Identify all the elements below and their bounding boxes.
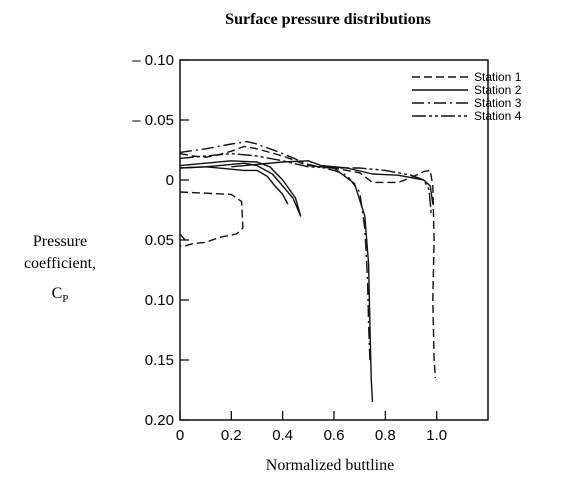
series-line (231, 160, 374, 403)
series-line (179, 233, 186, 241)
y-tick-label: – 0.10 (132, 52, 174, 69)
y-tick-label: 0.10 (145, 292, 174, 309)
y-tick-label: 0.15 (145, 352, 174, 369)
y-axis-label-line-1: Pressure (33, 233, 87, 250)
legend-entry: Station 1 (474, 70, 522, 84)
plot-frame (179, 59, 489, 421)
series-1 (179, 145, 437, 379)
y-tick-label: 0.20 (145, 412, 174, 429)
y-axis-label: Pressure coefficient, CP (24, 233, 96, 305)
x-tick-label: 0.2 (221, 427, 242, 444)
cp-symbol: C (52, 285, 63, 302)
x-axis-label: Normalized buttline (266, 457, 394, 474)
legend-entry: Station 2 (474, 83, 522, 97)
x-tick-label: 0.6 (324, 427, 345, 444)
x-tick-label: 0 (176, 427, 184, 444)
chart-title: Surface pressure distributions (225, 11, 431, 28)
series-line (179, 152, 433, 217)
series-line (179, 191, 244, 247)
series-3 (179, 140, 371, 361)
series-4 (179, 152, 433, 217)
y-tick-label: – 0.05 (132, 112, 174, 129)
series-line (179, 160, 302, 217)
y-tick-label: 0 (166, 172, 174, 189)
series-line (179, 145, 437, 379)
series-line (179, 166, 289, 205)
y-axis-label-symbol: CP (52, 285, 69, 305)
y-axis: – 0.10 – 0.05 0 0.05 0.10 0.15 0.20 (132, 52, 189, 429)
cp-subscript: P (62, 293, 68, 305)
x-tick-label: 1.0 (426, 427, 447, 444)
x-tick-label: 0.4 (272, 427, 293, 444)
y-tick-label: 0.05 (145, 232, 174, 249)
series-layer (179, 140, 437, 403)
series-line (179, 140, 371, 361)
legend-entry: Station 4 (474, 109, 522, 123)
x-axis: 0 0.2 0.4 0.6 0.8 1.0 (176, 411, 447, 444)
legend-entry: Station 3 (474, 96, 522, 110)
series-2 (179, 160, 434, 403)
x-tick-label: 0.8 (375, 427, 396, 444)
y-axis-label-line-2: coefficient, (24, 255, 96, 272)
